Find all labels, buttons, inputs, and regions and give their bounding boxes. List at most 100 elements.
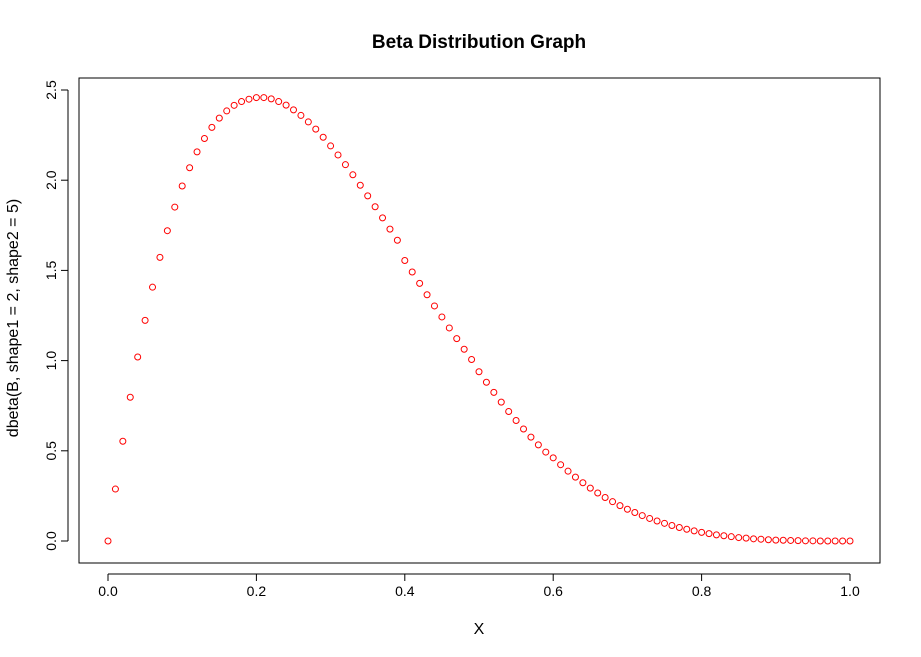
data-point <box>134 353 142 361</box>
data-point <box>223 107 231 115</box>
y-tick-label: 1.5 <box>43 260 59 280</box>
data-point <box>779 536 787 544</box>
data-point <box>193 148 201 156</box>
data-point <box>735 534 743 542</box>
data-point <box>586 484 594 492</box>
data-point <box>453 335 461 343</box>
data-point <box>661 519 668 527</box>
x-axis: 0.0 0.2 0.4 0.6 0.8 1.0 <box>98 573 860 599</box>
data-point <box>787 536 795 544</box>
data-point <box>816 537 824 545</box>
y-tick-label: 0.0 <box>43 531 59 551</box>
data-point <box>497 398 505 406</box>
y-tick-label: 1.0 <box>43 351 59 371</box>
data-point <box>646 514 654 522</box>
y-tick-label: 2.5 <box>43 80 59 100</box>
data-point <box>379 214 387 222</box>
data-point <box>512 416 520 424</box>
data-point <box>638 512 646 520</box>
data-point <box>126 393 134 401</box>
data-point <box>334 151 342 159</box>
data-point <box>772 536 780 544</box>
data-point <box>445 324 453 332</box>
data-point <box>534 441 542 449</box>
data-point <box>156 253 164 261</box>
data-point <box>290 106 297 114</box>
data-point <box>267 95 275 103</box>
data-point <box>356 181 364 189</box>
chart-title: Beta Distribution Graph <box>372 32 586 53</box>
data-point <box>230 101 238 109</box>
data-point <box>260 94 268 102</box>
data-point <box>742 534 750 542</box>
data-point <box>750 535 758 543</box>
data-point <box>386 225 394 233</box>
data-point <box>312 125 320 133</box>
data-point <box>616 502 624 510</box>
data-point <box>141 316 149 324</box>
x-tick-label: 0.6 <box>543 583 563 599</box>
data-point <box>319 133 327 141</box>
y-tick-label: 2.0 <box>43 170 59 190</box>
data-point <box>171 203 179 211</box>
data-point <box>623 505 631 513</box>
y-tick-label: 0.5 <box>43 441 59 461</box>
data-point <box>712 531 720 539</box>
data-point <box>364 192 372 200</box>
data-point <box>475 368 483 376</box>
data-point <box>349 171 357 179</box>
y-axis: 0.0 0.5 1.0 1.5 2.0 2.5 <box>43 80 69 551</box>
data-point <box>571 473 579 481</box>
data-point <box>482 378 490 386</box>
data-point <box>341 161 349 169</box>
data-point <box>252 94 260 102</box>
data-point <box>119 437 127 445</box>
x-tick-label: 0.4 <box>395 583 415 599</box>
data-point <box>393 236 401 244</box>
data-point <box>549 454 557 462</box>
x-axis-label: X <box>474 621 485 638</box>
data-point <box>757 535 765 543</box>
data-point <box>238 98 246 106</box>
data-point <box>111 485 119 493</box>
data-point <box>163 227 171 235</box>
data-point <box>683 525 691 533</box>
data-point <box>727 533 735 541</box>
data-point <box>609 498 617 506</box>
data-point <box>675 523 683 531</box>
data-point <box>801 537 809 545</box>
data-point <box>557 461 565 469</box>
data-point <box>423 291 431 299</box>
data-point <box>275 98 283 106</box>
data-point <box>653 517 661 525</box>
data-point <box>794 537 802 545</box>
x-tick-label: 1.0 <box>840 583 860 599</box>
data-point <box>705 530 713 538</box>
data-point <box>215 114 223 122</box>
data-point <box>304 118 312 126</box>
data-point <box>631 508 639 516</box>
data-point <box>520 425 528 433</box>
data-point <box>186 164 194 172</box>
data-point <box>809 537 817 545</box>
data-point <box>430 302 438 310</box>
x-tick-label: 0.2 <box>247 583 267 599</box>
data-point <box>764 536 772 544</box>
data-point <box>594 489 602 497</box>
data-point <box>839 537 847 545</box>
data-point <box>831 537 839 545</box>
data-point <box>564 467 572 475</box>
data-point <box>690 527 698 535</box>
data-point <box>527 433 535 441</box>
data-point <box>200 135 208 143</box>
data-point <box>824 537 832 545</box>
data-point <box>668 521 676 529</box>
data-point <box>282 101 290 109</box>
data-point <box>698 528 706 536</box>
data-point <box>327 142 335 150</box>
data-points <box>104 94 854 545</box>
data-point <box>245 95 253 103</box>
data-point <box>297 111 305 119</box>
data-point <box>720 532 728 540</box>
